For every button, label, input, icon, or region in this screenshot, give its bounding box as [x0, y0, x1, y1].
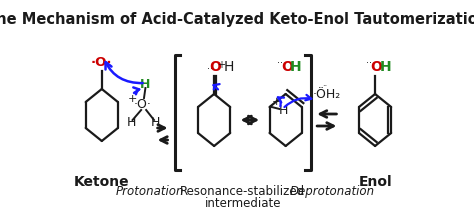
Text: O: O — [371, 60, 383, 74]
Text: H: H — [151, 116, 160, 130]
Text: H: H — [379, 60, 391, 74]
Text: Ketone: Ketone — [74, 175, 129, 189]
Text: ··: ·· — [322, 83, 328, 91]
Text: H: H — [290, 60, 301, 74]
Text: Enol: Enol — [358, 175, 392, 189]
Text: Protonation: Protonation — [116, 185, 184, 198]
Text: O: O — [281, 60, 293, 74]
Text: O: O — [210, 60, 221, 74]
Text: ·O·: ·O· — [134, 99, 152, 112]
Text: Resonance-stabilized: Resonance-stabilized — [180, 185, 305, 198]
Text: ··: ·· — [277, 58, 283, 68]
Text: The Mechanism of Acid-Catalyzed Keto-Enol Tautomerization: The Mechanism of Acid-Catalyzed Keto-Eno… — [0, 12, 474, 27]
Text: ··: ·· — [207, 64, 213, 74]
Text: intermediate: intermediate — [204, 197, 281, 210]
Text: H: H — [127, 116, 136, 130]
Text: +: + — [128, 94, 137, 104]
Text: ·ÖH₂: ·ÖH₂ — [312, 89, 340, 101]
Text: H: H — [223, 60, 234, 74]
Text: Deprotonation: Deprotonation — [290, 185, 375, 198]
Text: ··: ·· — [366, 58, 373, 68]
Text: +: + — [217, 60, 225, 70]
Text: ·O·: ·O· — [91, 56, 112, 69]
Text: +: + — [272, 97, 282, 107]
Text: H: H — [140, 78, 151, 91]
Text: H: H — [279, 105, 289, 118]
